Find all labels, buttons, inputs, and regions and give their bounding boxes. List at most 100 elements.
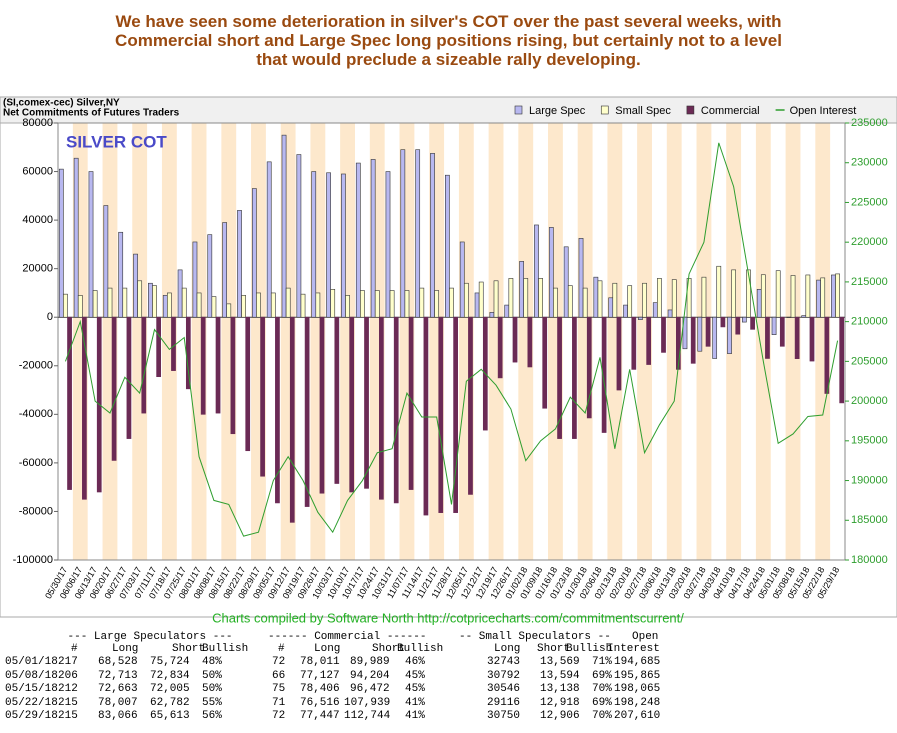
- y2-tick-label: 210000: [851, 316, 888, 328]
- bar: [400, 149, 406, 318]
- column-header: Long: [494, 643, 521, 655]
- bar: [379, 316, 384, 500]
- cell: 13,138: [540, 683, 580, 695]
- bar: [281, 134, 287, 318]
- bar: [612, 282, 618, 318]
- bar: [285, 287, 291, 318]
- bar: [385, 171, 391, 318]
- bar: [241, 295, 246, 318]
- cell: 112,744: [344, 710, 391, 722]
- cell: 71%: [592, 656, 612, 668]
- bar: [415, 149, 421, 318]
- cell: 77,447: [300, 710, 340, 722]
- cell: 194,685: [614, 656, 661, 668]
- bar: [779, 316, 785, 347]
- bar: [434, 290, 440, 318]
- cell: 65,613: [150, 710, 190, 722]
- bar: [445, 174, 450, 318]
- cell: 72,834: [150, 669, 190, 682]
- bar: [296, 154, 302, 318]
- bar: [671, 279, 677, 318]
- cell: 55%: [202, 696, 222, 709]
- cell: 70%: [592, 710, 612, 722]
- bar: [582, 287, 588, 318]
- cell: 32743: [487, 656, 521, 668]
- bar: [137, 280, 143, 318]
- bar: [701, 276, 707, 318]
- bar: [438, 316, 444, 513]
- bar: [608, 297, 614, 318]
- chart-title: (SI,comex-cec) Silver,NY: [3, 98, 120, 109]
- bar: [731, 269, 736, 318]
- bar: [512, 316, 518, 363]
- cell: 215: [58, 696, 78, 709]
- bar: [839, 316, 845, 404]
- stripe: [785, 123, 801, 560]
- bar: [667, 309, 673, 318]
- cell: 83,066: [98, 710, 138, 722]
- y-tick-label: 20000: [22, 263, 53, 275]
- headline-line: We have seen some deterioration in silve…: [115, 12, 782, 31]
- cell: 72: [272, 710, 286, 722]
- bar: [133, 253, 138, 318]
- bar: [557, 316, 562, 439]
- cell: 05/08/18: [5, 669, 58, 682]
- bar: [805, 274, 811, 318]
- cell: 13,594: [540, 669, 580, 682]
- stripe: [637, 123, 652, 560]
- stripe: [191, 123, 207, 560]
- bar: [760, 274, 766, 318]
- cell: 195,865: [614, 669, 661, 682]
- bar: [597, 280, 603, 318]
- bar: [82, 316, 87, 500]
- stripe: [755, 123, 771, 560]
- bar: [712, 316, 718, 359]
- cell: 72: [272, 656, 286, 668]
- bar: [720, 316, 726, 328]
- stripe: [726, 123, 742, 560]
- bar: [319, 316, 325, 494]
- bar: [315, 292, 321, 318]
- bar: [631, 316, 637, 370]
- bar: [816, 279, 821, 318]
- bar: [92, 290, 98, 318]
- group-header: Open: [632, 631, 659, 643]
- bar: [311, 171, 317, 318]
- bar: [141, 316, 147, 414]
- y2-tick-label: 220000: [851, 236, 888, 248]
- cell: 30546: [487, 683, 521, 695]
- y-tick-label: -20000: [19, 360, 53, 372]
- cell: 69%: [592, 696, 612, 709]
- bar: [289, 316, 295, 523]
- column-header: Long: [314, 643, 341, 655]
- bar: [697, 316, 703, 352]
- column-header: #: [278, 643, 285, 655]
- bar: [270, 292, 276, 318]
- bar: [578, 238, 584, 318]
- headline-line: that would preclude a sizeable rally dev…: [256, 50, 641, 69]
- cell: 212: [58, 683, 78, 695]
- bar: [548, 227, 554, 318]
- bar: [341, 173, 346, 318]
- bar: [230, 316, 236, 435]
- cell: 215: [58, 710, 78, 722]
- headline-line: Commercial short and Large Spec long pos…: [115, 31, 782, 50]
- bar: [794, 316, 800, 359]
- bar: [716, 265, 722, 318]
- bar: [790, 275, 796, 318]
- bar: [207, 234, 213, 318]
- bar: [553, 287, 558, 318]
- stripe: [815, 123, 831, 560]
- bar: [504, 304, 510, 318]
- legend-swatch: [686, 105, 695, 115]
- headline: We have seen some deterioration in silve…: [0, 12, 897, 69]
- bar: [542, 316, 548, 409]
- bar: [735, 316, 741, 335]
- y2-tick-label: 225000: [851, 196, 888, 208]
- stripe: [518, 123, 534, 560]
- bar: [593, 276, 599, 318]
- bar: [616, 316, 622, 391]
- bar: [750, 316, 755, 330]
- cell: 12,918: [540, 696, 580, 709]
- bar: [623, 304, 628, 318]
